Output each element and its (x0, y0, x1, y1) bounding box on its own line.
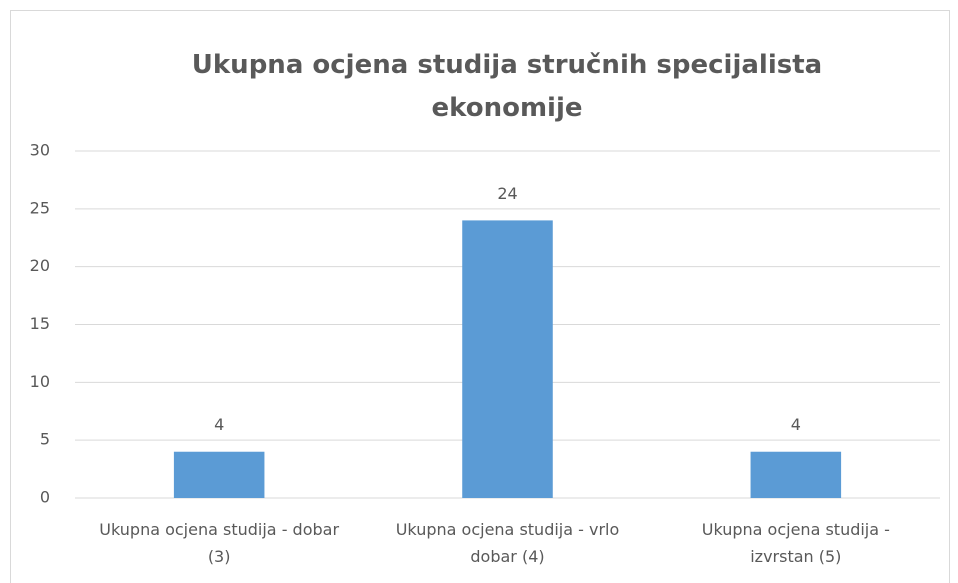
chart-title: Ukupna ocjena studija stručnih specijali… (191, 50, 823, 123)
bar (750, 451, 842, 498)
y-tick-label: 5 (40, 430, 50, 449)
bar (173, 451, 265, 498)
y-tick-label: 25 (30, 198, 50, 217)
data-label: 24 (497, 184, 517, 203)
x-tick-label: Ukupna ocjena studija - vrlo dobar (4) (395, 520, 620, 566)
y-tick-label: 30 (30, 141, 50, 160)
y-tick-label: 20 (30, 256, 50, 275)
x-tick-label: Ukupna ocjena studija - izvrstan (5) (701, 520, 890, 566)
chart-frame (10, 10, 950, 583)
data-label: 4 (214, 415, 224, 434)
y-tick-label: 15 (30, 314, 50, 333)
data-label: 4 (791, 415, 801, 434)
y-tick-label: 10 (30, 372, 50, 391)
y-tick-label: 0 (40, 488, 50, 507)
x-tick-label: Ukupna ocjena studija - dobar (3) (99, 520, 340, 566)
bar (462, 220, 553, 498)
